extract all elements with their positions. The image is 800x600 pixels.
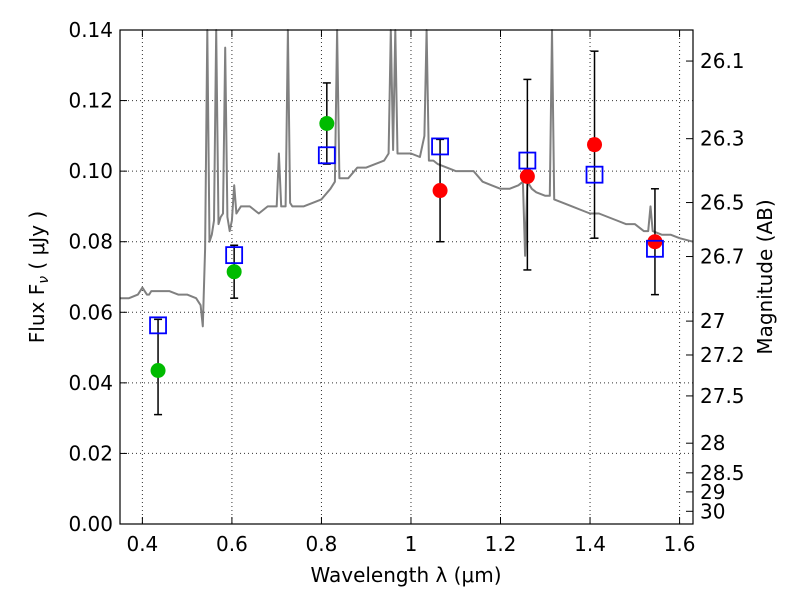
x-tick-label: 1.4 [574, 532, 606, 556]
y2-tick-label: 28.5 [700, 461, 745, 485]
marker-series [149, 116, 664, 379]
data-point-circle [150, 363, 166, 379]
y2-tick-label: 26.3 [700, 127, 745, 151]
x-axis-label: Wavelength λ (μm) [310, 563, 501, 587]
x-tick-label: 0.4 [126, 532, 158, 556]
errorbar-series [154, 50, 659, 416]
data-point-circle [519, 168, 535, 184]
x-tick-label: 1.2 [485, 532, 517, 556]
y-tick-label: 0.10 [68, 159, 113, 183]
y-axis-label-sub: ν [36, 276, 52, 284]
y-tick-label: 0.04 [68, 371, 113, 395]
y-tick-label: 0.14 [68, 18, 113, 42]
data-point-circle [587, 137, 603, 153]
data-point-circle [319, 116, 335, 132]
data-point-circle [647, 234, 663, 250]
y2-axis-label: Magnitude (AB) [753, 199, 777, 354]
x-tick-label: 1 [405, 532, 418, 556]
axis-ticks: 0.4 0.6 0.8 1 1.2 1.4 1.6 0.00 0.02 0.04 0.06 0.08 0… [68, 18, 744, 556]
y2-tick-label: 27.2 [700, 343, 745, 367]
y-tick-label: 0.06 [68, 300, 113, 324]
data-point-circle [226, 264, 242, 280]
model-point-square [431, 137, 449, 156]
spectrum-line [120, 29, 694, 328]
model-point-square [149, 316, 167, 335]
plot-frame [119, 29, 694, 525]
y2-tick-label: 27.5 [700, 384, 745, 408]
y-axis-label-unit: ( μJy ) [25, 211, 49, 276]
y-tick-label: 0.08 [68, 230, 113, 254]
y2-tick-label: 26.1 [700, 49, 745, 73]
x-tick-label: 0.6 [216, 532, 248, 556]
model-point-square [585, 165, 604, 184]
y2-tick-label: 29 [700, 480, 725, 504]
y-tick-label: 0.00 [68, 512, 113, 536]
model-point-square [225, 246, 244, 265]
y2-tick-label: 28 [700, 431, 725, 455]
y2-tick-label: 26.5 [700, 191, 745, 215]
y2-tick-label: 30 [700, 499, 725, 523]
y-axis-label: Flux Fν ( μJy ) [25, 211, 52, 343]
x-tick-label: 0.8 [306, 532, 338, 556]
model-point-square [518, 151, 537, 170]
model-point-square [646, 239, 664, 258]
x-tick-label: 1.6 [664, 532, 696, 556]
y-tick-label: 0.02 [68, 441, 113, 465]
y-axis-label-main: Flux F [25, 284, 49, 343]
spectrum-series [120, 29, 694, 328]
y-tick-label: 0.12 [68, 89, 113, 113]
y2-tick-label: 27 [700, 309, 725, 333]
y2-tick-label: 26.7 [700, 245, 745, 269]
data-point-circle [432, 183, 448, 199]
model-point-square [317, 146, 336, 165]
